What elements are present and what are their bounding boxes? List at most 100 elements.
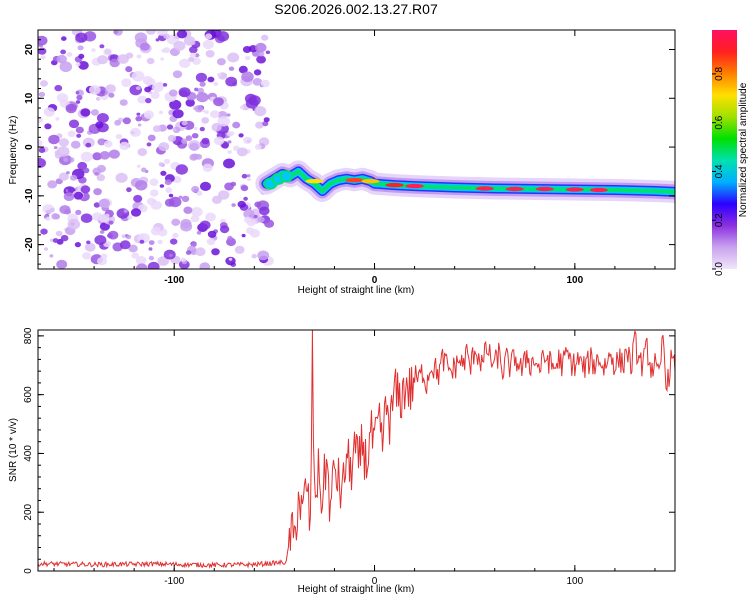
- noise-speckle: [243, 196, 248, 201]
- x-tick-label: 100: [566, 576, 583, 587]
- noise-speckle: [227, 150, 232, 154]
- noise-speckle: [185, 250, 192, 255]
- spectrogram-x-label: Height of straight line (km): [298, 285, 415, 296]
- signal-ridge-layer: [255, 160, 675, 203]
- noise-speckle: [181, 120, 188, 126]
- signal-hotspot: [505, 186, 524, 192]
- noise-speckle: [183, 206, 193, 214]
- snr-background: [38, 330, 675, 571]
- noise-speckle: [49, 254, 54, 258]
- noise-speckle: [104, 213, 110, 218]
- noise-speckle: [105, 84, 116, 93]
- snr-frame: [37, 329, 676, 572]
- noise-speckle: [152, 125, 162, 133]
- noise-speckle: [38, 35, 48, 46]
- noise-speckle: [75, 209, 82, 215]
- noise-speckle: [252, 78, 263, 86]
- y-tick-label: 800: [23, 327, 34, 344]
- noise-speckle: [211, 248, 220, 256]
- noise-speckle: [93, 188, 102, 196]
- noise-speckle: [125, 234, 132, 240]
- noise-speckle: [100, 253, 108, 260]
- y-tick-label: 200: [23, 503, 34, 520]
- noise-speckle: [178, 195, 183, 199]
- noise-speckle: [241, 71, 254, 83]
- noise-speckle: [121, 234, 126, 238]
- noise-speckle: [157, 81, 164, 87]
- noise-speckle: [213, 81, 219, 86]
- noise-speckle: [172, 232, 179, 239]
- noise-speckle: [135, 180, 148, 191]
- noise-speckle: [238, 65, 248, 74]
- noise-speckle: [260, 79, 270, 88]
- noise-speckle: [137, 123, 142, 127]
- noise-speckle: [172, 109, 184, 119]
- noise-speckle: [148, 240, 155, 246]
- noise-speckle: [129, 84, 142, 96]
- noise-speckle: [234, 245, 245, 254]
- noise-speckle: [191, 133, 199, 139]
- noise-speckle: [54, 150, 61, 156]
- noise-speckle: [91, 48, 96, 52]
- noise-speckle: [164, 179, 172, 186]
- noise-speckle: [141, 167, 147, 173]
- noise-speckle: [76, 95, 83, 101]
- noise-speckle: [125, 66, 133, 73]
- noise-speckle: [191, 185, 200, 193]
- noise-speckle: [38, 139, 43, 147]
- noise-speckle: [54, 84, 63, 92]
- figure-title: S206.2026.002.13.27.R07: [274, 1, 438, 17]
- noise-speckle: [121, 78, 132, 87]
- noise-speckle: [49, 238, 54, 242]
- noise-speckle: [134, 130, 139, 134]
- noise-speckle: [200, 181, 211, 191]
- noise-speckle: [63, 157, 69, 162]
- noise-speckle: [67, 130, 76, 138]
- noise-speckle: [137, 148, 148, 157]
- noise-speckle: [179, 58, 191, 68]
- noise-speckle: [257, 250, 270, 261]
- noise-speckle: [131, 131, 135, 135]
- noise-speckle: [202, 163, 213, 172]
- noise-speckle: [119, 240, 131, 250]
- noise-speckle: [166, 124, 174, 130]
- noise-speckle: [134, 32, 148, 43]
- noise-speckle: [255, 121, 264, 129]
- noise-speckle: [65, 103, 77, 114]
- y-tick-label: -10: [24, 188, 35, 203]
- noise-speckle: [216, 72, 221, 77]
- noise-speckle: [47, 180, 58, 189]
- noise-speckle: [59, 61, 73, 72]
- noise-speckle: [211, 122, 222, 132]
- noise-speckle: [45, 216, 51, 221]
- noise-speckle: [158, 162, 164, 167]
- noise-speckle: [140, 42, 150, 51]
- noise-speckle: [185, 99, 195, 107]
- noise-speckle: [113, 30, 119, 35]
- colorbar-tick-label: 0.8: [714, 67, 725, 81]
- signal-hotspot: [305, 179, 324, 184]
- noise-speckle: [201, 137, 210, 145]
- noise-speckle: [60, 234, 69, 242]
- noise-speckle: [75, 91, 80, 95]
- noise-speckle: [189, 46, 198, 54]
- noise-speckle: [227, 52, 240, 63]
- noise-speckle: [84, 242, 96, 252]
- noise-speckle: [183, 36, 196, 46]
- noise-speckle: [219, 225, 230, 234]
- noise-speckle: [136, 164, 141, 168]
- snr-series-line: [38, 330, 675, 569]
- noise-speckle: [122, 117, 131, 125]
- noise-speckle: [255, 42, 267, 53]
- noise-speckle: [158, 142, 170, 152]
- noise-speckle: [75, 100, 81, 104]
- colorbar: 0.0 0.2 0.4 0.6 0.8 Normalized spectral ampl…: [712, 30, 749, 276]
- noise-speckle: [254, 201, 262, 208]
- x-tick-label: 0: [372, 275, 378, 286]
- noise-speckle: [247, 177, 251, 182]
- noise-speckle: [74, 242, 81, 248]
- noise-speckle: [216, 31, 230, 42]
- noise-speckle: [171, 218, 181, 226]
- noise-speckle: [123, 209, 128, 213]
- noise-speckle: [257, 216, 265, 223]
